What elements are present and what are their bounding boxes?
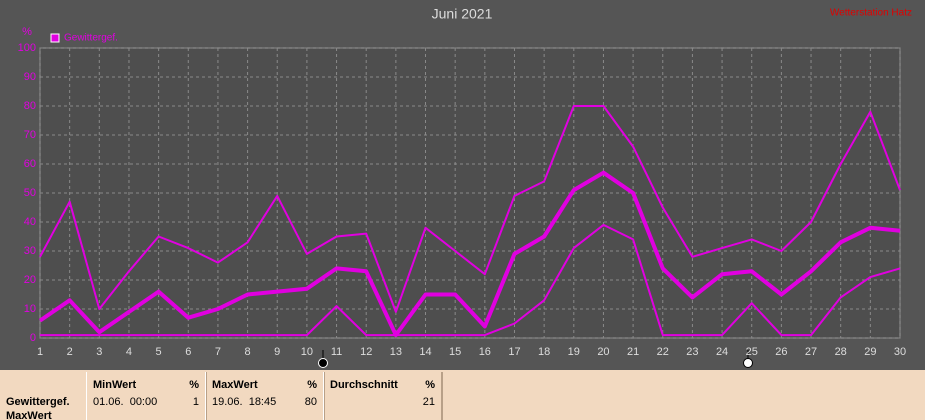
- x-tick-label: 25: [746, 346, 758, 358]
- legend-swatch: [50, 33, 60, 43]
- y-tick-label: 50: [24, 187, 36, 199]
- x-tick-label: 7: [215, 346, 221, 358]
- chart: Juni 2021 Wetterstation Hatz % Gewitterg…: [17, 5, 912, 368]
- y-tick-label: 40: [24, 216, 36, 228]
- time: 19.06. 18:45: [212, 396, 277, 408]
- y-tick-label: 70: [24, 129, 36, 141]
- x-tick-label: 16: [479, 346, 491, 358]
- x-tick-label: 21: [627, 346, 639, 358]
- y-tick-label: 20: [24, 274, 36, 286]
- x-tick-label: 15: [449, 346, 461, 358]
- y-tick-label: 90: [24, 71, 36, 83]
- value: 1: [192, 396, 199, 408]
- x-tick-label: 18: [538, 346, 550, 358]
- full-moon-icon: [743, 358, 753, 368]
- x-tick-label: 11: [331, 346, 342, 358]
- x-tick-label: 6: [185, 346, 191, 358]
- column-header: MinWert: [93, 379, 137, 391]
- time: 01.06. 00:00: [93, 396, 158, 408]
- line: [38, 170, 901, 338]
- row-label: MaxWert: [6, 410, 52, 420]
- x-tick-label: 9: [274, 346, 280, 358]
- y-tick-label: 80: [24, 100, 36, 112]
- x-tick-label: 10: [301, 346, 313, 358]
- column-header: MaxWert: [212, 379, 258, 391]
- y-axis-label: %: [22, 26, 32, 38]
- summary-table: Gewittergef. MaxWert MinWert % 01.06. 00…: [0, 370, 925, 420]
- y-tick-label: 10: [24, 303, 36, 315]
- legend-label: Gewittergef.: [64, 33, 118, 44]
- x-tick-label: 26: [775, 346, 787, 358]
- new-moon-icon: [318, 358, 328, 368]
- x-tick-label: 17: [508, 346, 520, 358]
- x-tick-label: 13: [390, 346, 402, 358]
- value: 80: [304, 396, 317, 408]
- row-label: Gewittergef.: [6, 396, 70, 408]
- y-tick-label: 0: [30, 332, 36, 344]
- x-tick-label: 5: [156, 346, 162, 358]
- corner-note: Wetterstation Hatz: [830, 8, 912, 19]
- y-tick-label: 60: [24, 158, 36, 170]
- x-tick-label: 29: [864, 346, 876, 358]
- x-tick-label: 28: [835, 346, 847, 358]
- x-tick-label: 23: [686, 346, 698, 358]
- x-tick-label: 22: [657, 346, 669, 358]
- x-tick-label: 30: [894, 346, 906, 358]
- x-tick-label: 2: [67, 346, 73, 358]
- column-unit: %: [425, 379, 435, 391]
- x-tick-label: 3: [96, 346, 102, 358]
- column: MaxWert % 19.06. 18:45 80: [205, 372, 325, 420]
- x-tick-label: 27: [805, 346, 817, 358]
- column: MinWert % 01.06. 00:00 1: [86, 372, 207, 420]
- chart-title: Juni 2021: [432, 6, 493, 22]
- column-unit: %: [189, 379, 199, 391]
- line: [39, 105, 901, 313]
- x-tick-label: 19: [568, 346, 580, 358]
- column-unit: %: [307, 379, 317, 391]
- x-tick-label: 12: [360, 346, 372, 358]
- x-tick-label: 24: [716, 346, 728, 358]
- column: Durchschnitt % 21: [323, 372, 443, 420]
- value: 21: [422, 396, 435, 408]
- x-tick-label: 20: [597, 346, 609, 358]
- line: [40, 223, 901, 337]
- x-tick-label: 4: [126, 346, 132, 358]
- x-tick-label: 8: [245, 346, 251, 358]
- y-tick-label: 100: [18, 42, 36, 54]
- column-header: Durchschnitt: [330, 379, 398, 391]
- x-tick-label: 1: [37, 346, 43, 358]
- y-tick-label: 30: [24, 245, 36, 257]
- x-tick-label: 14: [419, 346, 431, 358]
